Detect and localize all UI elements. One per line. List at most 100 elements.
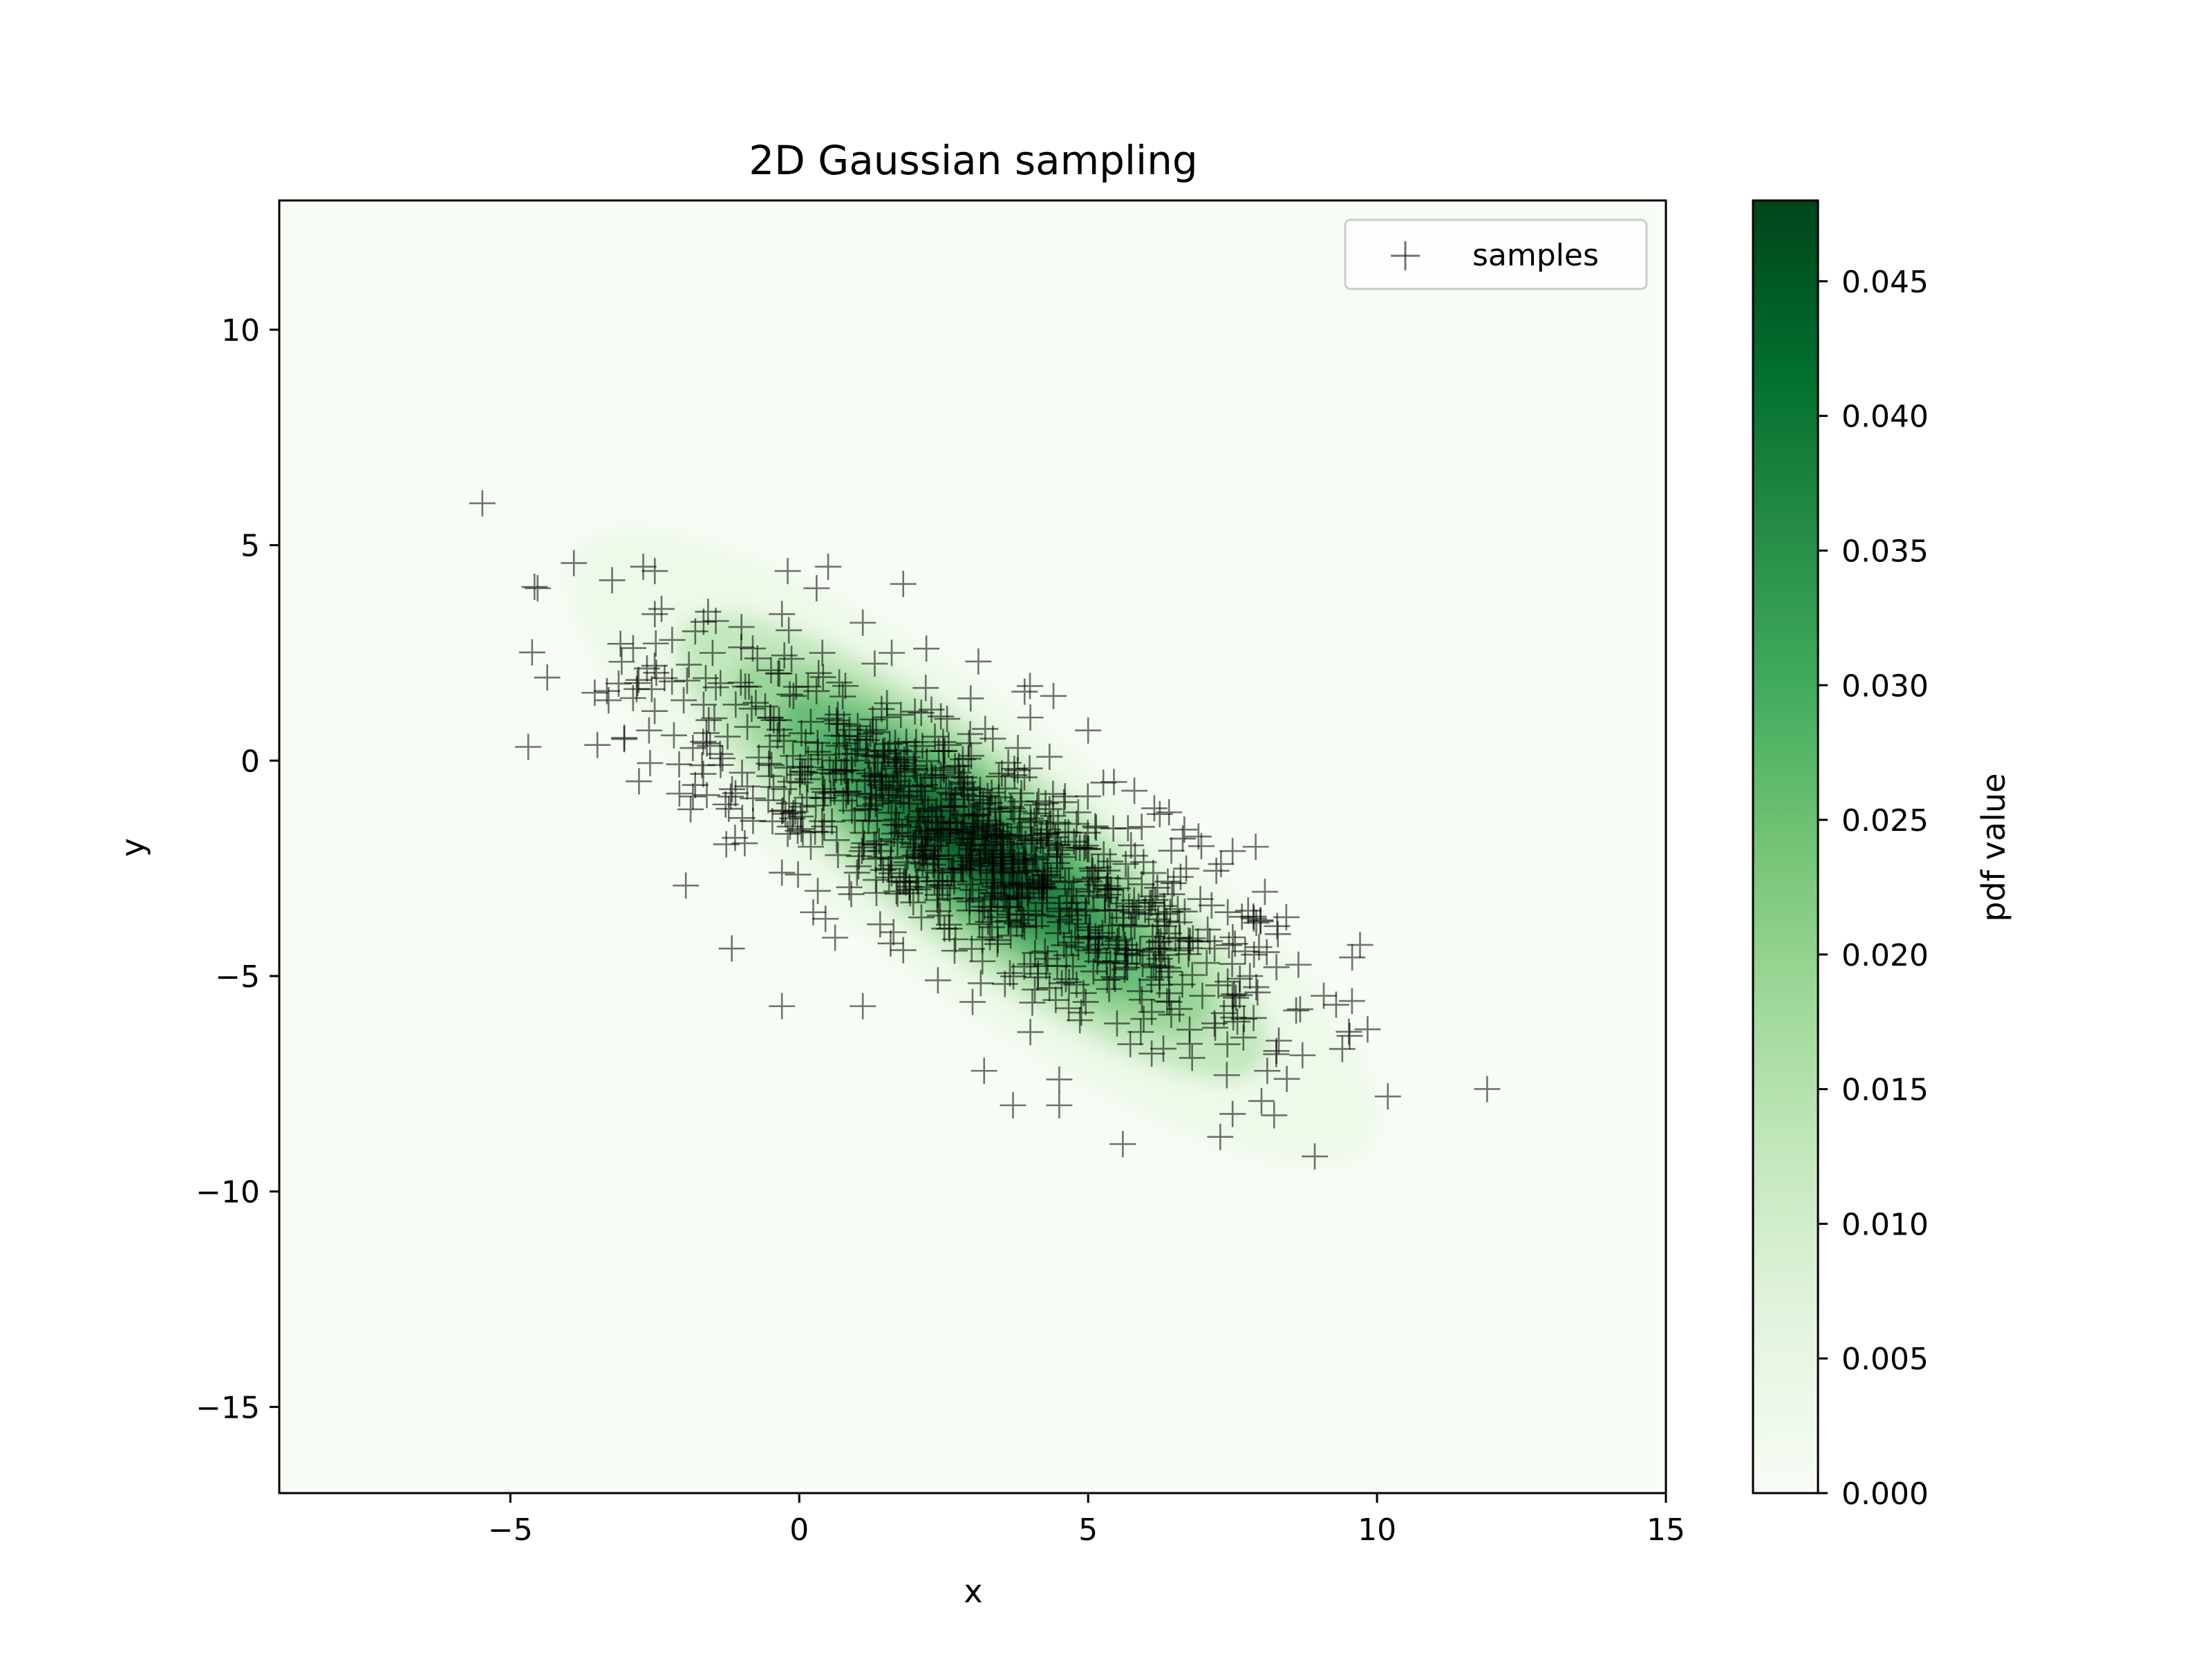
sample-point bbox=[882, 789, 909, 816]
sample-point bbox=[1100, 964, 1127, 991]
sample-point bbox=[965, 648, 992, 675]
sample-point bbox=[816, 756, 843, 783]
sample-point bbox=[936, 911, 963, 938]
sample-point bbox=[599, 567, 626, 594]
sample-point bbox=[941, 753, 968, 780]
sample-point bbox=[1347, 931, 1374, 958]
x-axis-label: x bbox=[964, 1573, 982, 1610]
x-tick-label: 0 bbox=[789, 1512, 809, 1548]
sample-point bbox=[1082, 814, 1109, 841]
sample-point bbox=[1096, 975, 1123, 1002]
sample-point bbox=[956, 897, 983, 924]
sample-point bbox=[1058, 896, 1085, 923]
sample-point bbox=[1243, 974, 1270, 1001]
sample-point bbox=[954, 774, 981, 801]
sample-point bbox=[524, 574, 551, 601]
sample-point bbox=[751, 693, 778, 720]
sample-point bbox=[1213, 1062, 1240, 1089]
sample-point bbox=[719, 776, 746, 803]
sample-point bbox=[1036, 796, 1063, 823]
sample-point bbox=[534, 664, 561, 691]
sample-point bbox=[1034, 861, 1061, 888]
sample-point bbox=[911, 771, 938, 798]
sample-point bbox=[1121, 842, 1148, 869]
sample-point bbox=[1123, 900, 1150, 927]
sample-point bbox=[666, 751, 693, 778]
sample-point bbox=[759, 808, 786, 835]
sample-point bbox=[641, 558, 668, 585]
sample-point bbox=[635, 717, 662, 744]
sample-point bbox=[1138, 1040, 1165, 1067]
sample-point bbox=[953, 885, 980, 912]
sample-point bbox=[1011, 914, 1038, 941]
sample-point bbox=[1338, 988, 1365, 1015]
sample-point bbox=[854, 742, 881, 769]
sample-point bbox=[897, 823, 924, 850]
sample-point bbox=[970, 813, 997, 840]
sample-point bbox=[764, 722, 791, 749]
sample-point bbox=[679, 783, 706, 810]
sample-point bbox=[941, 937, 968, 964]
sample-point bbox=[803, 792, 830, 819]
sample-point bbox=[693, 720, 720, 747]
sample-point bbox=[906, 844, 932, 871]
sample-point bbox=[1056, 868, 1082, 894]
sample-point bbox=[960, 810, 987, 837]
sample-point bbox=[1056, 995, 1082, 1022]
sample-point bbox=[745, 744, 772, 771]
sample-point bbox=[774, 821, 801, 847]
sample-point bbox=[1005, 847, 1032, 874]
x-axis: −5 0 5 10 15 bbox=[488, 1493, 1685, 1548]
sample-point bbox=[912, 675, 939, 702]
sample-point bbox=[1014, 869, 1041, 896]
sample-point bbox=[875, 855, 902, 882]
sample-point bbox=[715, 796, 742, 823]
sample-point bbox=[1142, 886, 1169, 913]
sample-point bbox=[789, 758, 816, 785]
sample-point bbox=[1016, 755, 1043, 782]
sample-point bbox=[673, 872, 700, 899]
sample-point bbox=[1062, 924, 1089, 950]
sample-point bbox=[1237, 963, 1264, 989]
sample-point bbox=[966, 846, 993, 873]
sample-point bbox=[1166, 909, 1193, 936]
sample-point bbox=[972, 715, 999, 742]
sample-point bbox=[769, 797, 796, 824]
sample-point bbox=[1221, 981, 1248, 1008]
sample-point bbox=[1097, 950, 1124, 977]
colorbar-tick-label: 0.025 bbox=[1841, 803, 1929, 838]
sample-point bbox=[1075, 717, 1102, 744]
sample-point bbox=[1049, 843, 1076, 870]
sample-point bbox=[758, 751, 785, 778]
sample-point bbox=[594, 677, 621, 704]
sample-point bbox=[982, 795, 1009, 822]
sample-point bbox=[660, 722, 687, 749]
sample-point bbox=[1074, 836, 1101, 863]
sample-point bbox=[771, 776, 798, 803]
sample-point bbox=[1254, 1058, 1281, 1085]
sample-point bbox=[1000, 963, 1027, 990]
sample-point bbox=[1150, 1035, 1177, 1062]
sample-point bbox=[810, 776, 837, 803]
sample-point bbox=[1189, 982, 1216, 1009]
sample-point bbox=[863, 831, 890, 858]
sample-point bbox=[1128, 986, 1155, 1013]
sample-point bbox=[964, 814, 991, 841]
sample-point bbox=[1155, 920, 1182, 947]
sample-point bbox=[777, 768, 804, 795]
sample-point bbox=[679, 735, 706, 762]
x-tick-label: 15 bbox=[1647, 1512, 1685, 1548]
sample-point bbox=[928, 703, 955, 730]
x-tick-label: 5 bbox=[1078, 1512, 1098, 1548]
sample-point bbox=[910, 798, 937, 825]
sample-point bbox=[1244, 979, 1271, 1006]
sample-point bbox=[1207, 1123, 1234, 1150]
sample-point bbox=[1072, 832, 1099, 859]
sample-point bbox=[1201, 1010, 1228, 1037]
sample-point bbox=[935, 731, 962, 758]
sample-point bbox=[880, 919, 907, 946]
sample-point bbox=[800, 899, 827, 926]
sample-point bbox=[1215, 968, 1241, 995]
sample-point bbox=[1071, 834, 1098, 861]
